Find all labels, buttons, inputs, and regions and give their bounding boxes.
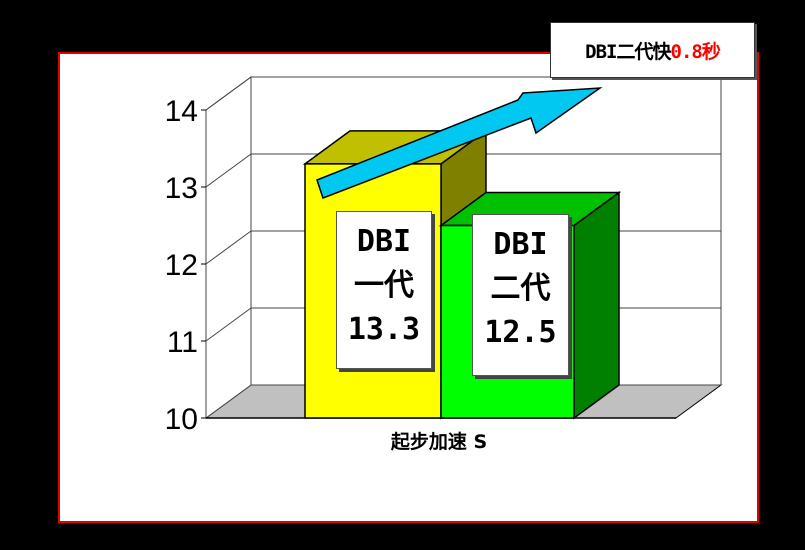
bar-label-2-line2: 二代 <box>490 271 551 306</box>
bar-label-2: DBI 二代 12.5 <box>472 214 569 376</box>
x-axis-label: 起步加速 S <box>390 430 487 453</box>
bar-label-1-line1: DBI <box>356 224 412 259</box>
gridline-side <box>205 230 252 265</box>
y-tick-label: 11 <box>167 326 198 359</box>
callout-highlight: 0.8秒 <box>670 40 721 63</box>
bar-label-2-value: 12.5 <box>484 315 557 350</box>
y-tick-label: 13 <box>165 172 198 205</box>
bar-label-1-line2: 一代 <box>354 268 414 303</box>
y-tick-label: 10 <box>165 403 198 436</box>
increase-arrow <box>316 87 603 199</box>
bar-side-2 <box>573 191 620 420</box>
difference-callout: DBI二代快 0.8秒 <box>550 22 755 78</box>
y-tick-label: 14 <box>165 95 198 128</box>
bar-label-1-value: 13.3 <box>347 312 421 347</box>
gridline-side <box>205 76 252 111</box>
callout-text: DBI二代快 <box>585 40 671 63</box>
gridline-side <box>205 307 252 342</box>
y-tick-label: 12 <box>165 249 198 282</box>
gridline-side <box>205 153 252 188</box>
bar-label-1: DBI 一代 13.3 <box>336 211 432 369</box>
bar-label-2-line1: DBI <box>493 227 548 262</box>
